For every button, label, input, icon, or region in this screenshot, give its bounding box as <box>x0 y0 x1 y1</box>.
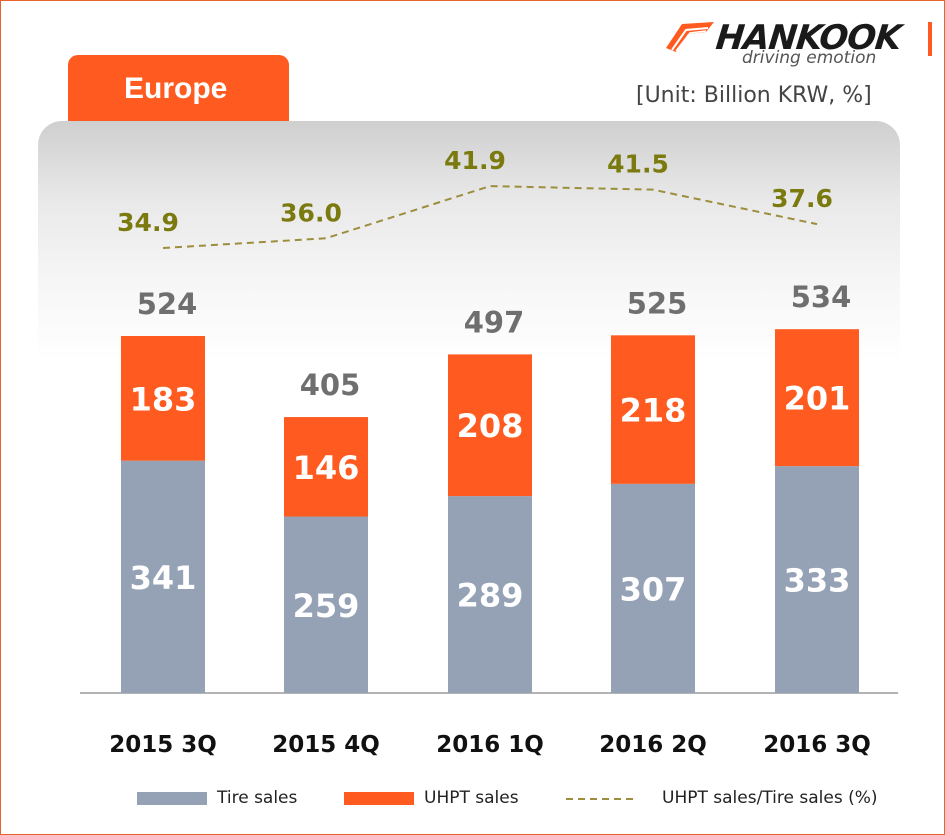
bar-uhpt-sales <box>775 329 859 467</box>
region-tab: Europe <box>68 55 289 123</box>
bar-tire-sales <box>775 466 859 693</box>
data-label-total: 524 <box>137 287 198 321</box>
ratio-line <box>162 185 818 249</box>
legend-label-ratio: UHPT sales/Tire sales (%) <box>662 788 878 808</box>
legend-label-uhpt: UHPT sales <box>424 788 519 808</box>
hankook-logo: HANKOOK driving emotion <box>662 18 912 68</box>
region-label: Europe <box>124 72 228 105</box>
data-label-total: 497 <box>464 305 525 339</box>
data-label-total: 405 <box>300 368 361 402</box>
unit-label: [Unit: Billion KRW, %] <box>636 83 872 108</box>
data-label-uhpt: 183 <box>130 380 197 418</box>
ratio-data-label: 37.6 <box>771 184 833 213</box>
ratio-data-label: 41.5 <box>607 150 669 179</box>
data-label-uhpt: 218 <box>620 392 687 430</box>
x-tick-label: 2015 4Q <box>272 732 380 758</box>
data-label-tire: 341 <box>130 559 197 597</box>
legend-swatch-uhpt <box>344 792 414 805</box>
data-label-total: 525 <box>627 286 688 320</box>
ratio-data-label: 36.0 <box>280 198 342 227</box>
accent-bar <box>928 22 932 56</box>
bar-tire-sales <box>448 496 532 693</box>
data-label-uhpt: 208 <box>457 407 524 445</box>
bar-tire-sales <box>284 516 368 693</box>
bar-tire-sales <box>121 460 205 693</box>
ratio-data-label: 41.9 <box>444 146 506 175</box>
legend-swatch-ratio <box>566 798 636 800</box>
bar-uhpt-sales <box>121 335 205 461</box>
data-label-tire: 289 <box>457 577 524 615</box>
data-label-uhpt: 146 <box>293 449 360 487</box>
chart-legend: Tire sales UHPT sales UHPT sales/Tire sa… <box>0 788 945 812</box>
data-label-tire: 307 <box>620 570 687 608</box>
data-label-total: 534 <box>791 280 852 314</box>
x-tick-label: 2016 2Q <box>599 732 707 758</box>
tire-tread-icon <box>666 22 714 52</box>
data-label-tire: 333 <box>784 562 851 600</box>
bar-uhpt-sales <box>611 335 695 484</box>
ratio-data-label: 34.9 <box>117 208 179 237</box>
legend-swatch-tire <box>137 792 207 805</box>
bar-uhpt-sales <box>284 417 368 517</box>
x-tick-label: 2016 1Q <box>436 732 544 758</box>
x-tick-label: 2016 3Q <box>763 732 871 758</box>
legend-label-tire: Tire sales <box>217 788 298 808</box>
x-tick-label: 2015 3Q <box>109 732 217 758</box>
bar-uhpt-sales <box>448 354 532 497</box>
data-label-tire: 259 <box>293 587 360 625</box>
data-label-uhpt: 201 <box>784 380 851 418</box>
brand-tagline: driving emotion <box>742 48 877 68</box>
bar-tire-sales <box>611 483 695 693</box>
